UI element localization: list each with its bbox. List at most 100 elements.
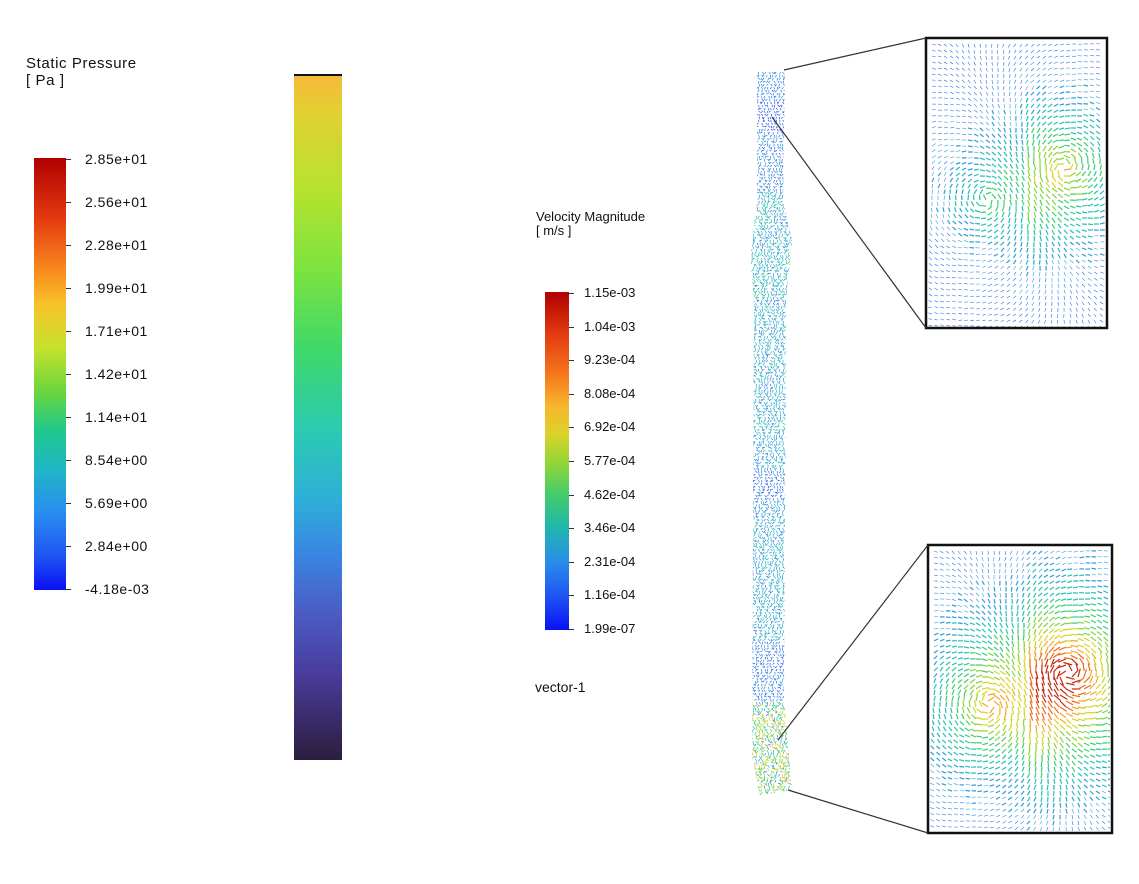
velocity-vector-arrow: [1009, 193, 1012, 200]
velocity-vector-arrow: [770, 83, 773, 87]
velocity-vector-arrow: [786, 176, 790, 180]
velocity-vector-arrow: [788, 749, 792, 753]
velocity-vector-arrow: [765, 89, 768, 93]
velocity-vector-arrow: [783, 713, 786, 719]
velocity-vector-arrow: [756, 257, 759, 262]
velocity-vector-arrow: [777, 299, 780, 302]
velocity-vector-arrow: [769, 641, 772, 645]
velocity-vector-arrow: [993, 580, 996, 586]
velocity-vector-arrow: [994, 211, 999, 217]
velocity-vector-arrow: [1057, 283, 1060, 289]
velocity-vector-arrow: [774, 443, 776, 448]
velocity-vector-arrow: [761, 296, 766, 300]
velocity-vector-arrow: [775, 458, 778, 463]
velocity-vector-arrow: [752, 350, 755, 354]
velocity-vector-arrow: [1044, 313, 1047, 319]
velocity-vector-arrow: [1075, 247, 1080, 251]
velocity-vector-arrow: [1019, 61, 1023, 65]
velocity-vector-arrow: [1015, 175, 1019, 182]
velocity-vector-arrow: [1036, 133, 1041, 139]
velocity-vector-arrow: [1030, 67, 1035, 72]
velocity-vector-arrow: [772, 659, 774, 663]
velocity-vector-arrow: [935, 214, 939, 219]
velocity-vector-arrow: [1063, 217, 1070, 222]
velocity-vector-arrow: [775, 335, 777, 340]
velocity-vector-arrow: [1003, 109, 1006, 115]
velocity-vector-arrow: [1036, 73, 1041, 78]
velocity-vector-arrow: [755, 359, 758, 363]
velocity-vector-arrow: [991, 97, 994, 103]
velocity-vector-arrow: [934, 251, 939, 255]
velocity-vector-arrow: [778, 95, 781, 99]
velocity-vector-arrow: [758, 731, 761, 737]
velocity-vector-arrow: [762, 125, 765, 128]
velocity-vector-arrow: [1045, 259, 1048, 265]
velocity-vector-arrow: [1048, 55, 1053, 58]
velocity-vector-arrow: [764, 107, 766, 111]
velocity-vector-arrow: [775, 110, 778, 113]
velocity-vector-arrow: [790, 299, 792, 303]
velocity-vector-arrow: [937, 43, 942, 46]
velocity-vector-arrow: [1051, 235, 1056, 241]
velocity-vector-arrow: [786, 536, 790, 539]
velocity-vector-arrow: [753, 434, 756, 438]
velocity-vector-arrow: [1033, 163, 1037, 171]
velocity-vector-arrow: [785, 275, 788, 280]
velocity-vector-arrow: [763, 164, 766, 168]
velocity-vector-arrow: [770, 677, 773, 680]
velocity-vector-arrow: [776, 584, 780, 588]
velocity-vector-arrow: [988, 289, 993, 293]
velocity-vector-arrow: [752, 80, 755, 84]
velocity-vector-arrow: [782, 329, 786, 332]
velocity-vector-arrow: [1000, 217, 1005, 223]
velocity-vector-arrow: [791, 560, 792, 564]
velocity-vector-arrow: [753, 80, 756, 84]
velocity-vector-arrow: [789, 755, 791, 760]
velocity-vector-arrow: [793, 324, 796, 326]
velocity-vector-arrow: [1069, 253, 1074, 258]
velocity-vector-arrow: [752, 287, 756, 292]
velocity-vector-arrow: [787, 674, 791, 677]
velocity-vector-arrow: [946, 307, 951, 309]
velocity-vector-arrow: [758, 767, 763, 771]
velocity-vector-arrow: [753, 236, 757, 240]
velocity-vector-arrow: [951, 556, 956, 560]
velocity-vector-arrow: [787, 287, 789, 292]
velocity-vector-arrow: [788, 575, 791, 579]
velocity-vector-arrow: [763, 251, 766, 256]
velocity-vector-arrow: [1099, 247, 1105, 250]
velocity-vector-arrow: [756, 323, 760, 326]
velocity-vector-arrow: [947, 214, 951, 219]
velocity-vector-arrow: [1021, 211, 1024, 218]
velocity-vector-arrow: [928, 312, 933, 315]
velocity-vector-arrow: [751, 455, 754, 460]
velocity-vector-arrow: [793, 657, 795, 659]
velocity-vector-arrow: [1019, 271, 1023, 276]
velocity-vector-arrow: [755, 113, 759, 116]
velocity-vector-arrow: [750, 734, 753, 737]
velocity-vector-arrow: [766, 392, 769, 397]
velocity-vector-arrow: [788, 659, 791, 663]
velocity-vector-arrow: [1099, 265, 1105, 268]
velocity-vector-arrow: [1087, 319, 1091, 324]
velocity-vector-arrow: [771, 578, 775, 582]
velocity-vector-arrow: [762, 665, 766, 668]
velocity-vector-arrow: [768, 179, 772, 183]
velocity-vector-arrow: [754, 731, 757, 736]
velocity-vector-arrow: [779, 758, 781, 764]
velocity-vector-arrow: [783, 269, 787, 272]
velocity-vector-arrow: [1014, 235, 1017, 241]
velocity-vector-arrow: [769, 320, 772, 323]
velocity-vector-arrow: [771, 71, 775, 75]
velocity-vector-arrow: [785, 395, 789, 398]
velocity-vector-arrow: [793, 699, 794, 701]
velocity-vector-arrow: [787, 620, 790, 624]
velocity-vector-arrow: [770, 248, 774, 251]
velocity-vector-arrow: [1033, 187, 1038, 194]
velocity-vector-arrow: [961, 79, 966, 84]
velocity-tick-label: 1.04e-03: [584, 318, 636, 334]
velocity-vector-arrow: [976, 319, 981, 321]
velocity-vector-arrow: [753, 473, 756, 476]
velocity-vector-arrow: [786, 473, 789, 477]
velocity-vector-arrow: [753, 458, 757, 462]
